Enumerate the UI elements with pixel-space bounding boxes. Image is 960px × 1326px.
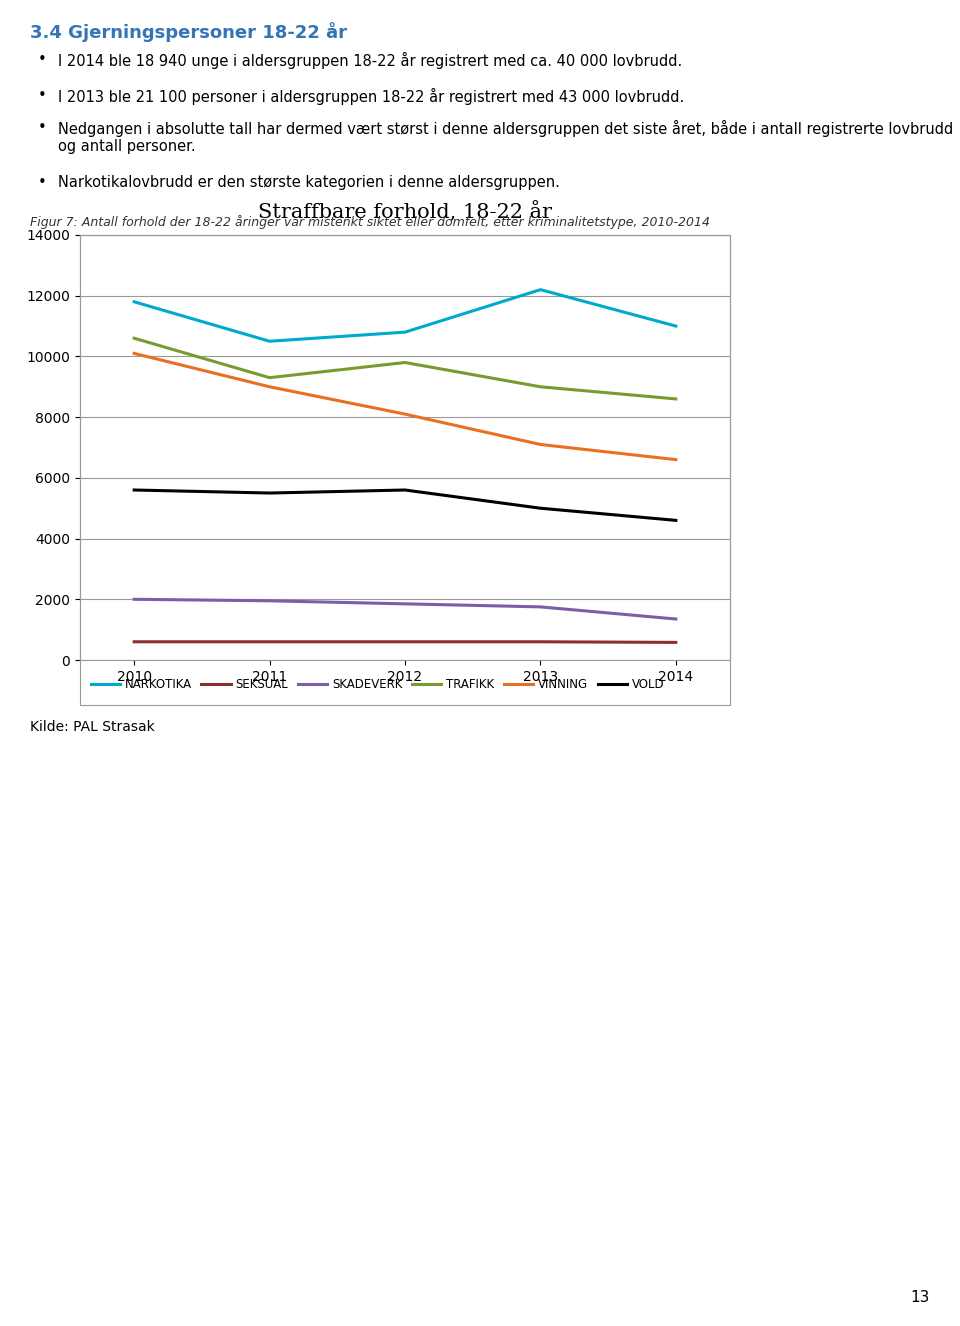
Title: Straffbare forhold, 18-22 år: Straffbare forhold, 18-22 år [258,202,552,223]
Text: Kilde: PAL Strasak: Kilde: PAL Strasak [30,720,155,735]
Text: •: • [38,52,47,68]
NARKOTIKA [399,324,411,339]
TRAFIKK [399,354,411,370]
TRAFIKK [264,370,276,386]
SKADEVERK [129,591,140,607]
VINNING [264,379,276,395]
VOLD [264,485,276,501]
Text: •: • [38,175,47,190]
VOLD [670,512,682,528]
VOLD [535,500,546,516]
TRAFIKK [670,391,682,407]
VINNING [535,436,546,452]
SKADEVERK [670,611,682,627]
SEKSUAL [535,634,546,650]
SEKSUAL [264,634,276,650]
NARKOTIKA [264,333,276,349]
Line: VOLD: VOLD [134,491,676,520]
VINNING [129,346,140,362]
SEKSUAL [670,634,682,650]
Text: Figur 7: Antall forhold der 18-22 åringer var mistenkt siktet eller domfelt, ett: Figur 7: Antall forhold der 18-22 åringe… [30,215,710,229]
Text: •: • [38,119,47,135]
Text: Nedgangen i absolutte tall har dermed vært størst i denne aldersgruppen det sist: Nedgangen i absolutte tall har dermed væ… [58,119,953,154]
Text: 3.4 Gjerningspersoner 18-22 år: 3.4 Gjerningspersoner 18-22 år [30,23,347,42]
Text: I 2014 ble 18 940 unge i aldersgruppen 18-22 år registrert med ca. 40 000 lovbru: I 2014 ble 18 940 unge i aldersgruppen 1… [58,52,683,69]
Line: TRAFIKK: TRAFIKK [134,338,676,399]
SKADEVERK [535,599,546,615]
SKADEVERK [264,593,276,609]
TRAFIKK [129,330,140,346]
TRAFIKK [535,379,546,395]
Text: 13: 13 [911,1290,930,1305]
SEKSUAL [399,634,411,650]
NARKOTIKA [129,294,140,310]
VOLD [399,483,411,499]
VINNING [399,406,411,422]
SEKSUAL [129,634,140,650]
Line: VINNING: VINNING [134,354,676,460]
SKADEVERK [399,595,411,611]
Legend: NARKOTIKA, SEKSUAL, SKADEVERK, TRAFIKK, VINNING, VOLD: NARKOTIKA, SEKSUAL, SKADEVERK, TRAFIKK, … [85,674,669,696]
VOLD [129,483,140,499]
Text: •: • [38,88,47,103]
Line: SKADEVERK: SKADEVERK [134,599,676,619]
Text: Narkotikalovbrudd er den største kategorien i denne aldersgruppen.: Narkotikalovbrudd er den største kategor… [58,175,560,190]
NARKOTIKA [535,281,546,297]
Line: NARKOTIKA: NARKOTIKA [134,289,676,341]
NARKOTIKA [670,318,682,334]
VINNING [670,452,682,468]
Text: I 2013 ble 21 100 personer i aldersgruppen 18-22 år registrert med 43 000 lovbru: I 2013 ble 21 100 personer i aldersgrupp… [58,88,684,105]
